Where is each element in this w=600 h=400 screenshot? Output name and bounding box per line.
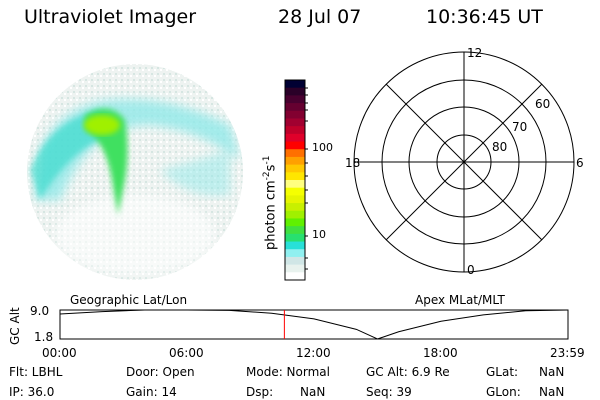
instrument-title: Ultraviolet Imager xyxy=(24,6,197,28)
xtick-label: 23:59 xyxy=(550,346,585,360)
glat-label: GLat: xyxy=(486,365,519,379)
glon-value: NaN xyxy=(539,385,565,399)
ytick-label: 1.8 xyxy=(34,330,54,344)
colorbar-frame xyxy=(284,79,306,281)
chart-title-right: Apex MLat/MLT xyxy=(415,293,505,307)
colorbar-band xyxy=(285,141,305,150)
door-status: Door: Open xyxy=(126,365,195,379)
colorbar-band xyxy=(285,149,305,158)
colorbar-band xyxy=(285,218,305,227)
colorbar-label-exp2: -1 xyxy=(262,155,272,165)
seq-status: Seq: 39 xyxy=(366,385,412,399)
colorbar-label-text: photon cm xyxy=(263,180,279,250)
colorbar-band xyxy=(285,249,305,258)
colorbar-band xyxy=(285,226,305,235)
mlt-label-6: 6 xyxy=(576,156,584,170)
colorbar-tick-10: 10 xyxy=(312,228,326,241)
colorbar-band xyxy=(285,195,305,204)
colorbar-band xyxy=(285,87,305,96)
colorbar-band xyxy=(285,95,305,104)
colorbar-band xyxy=(285,126,305,135)
colorbar-band xyxy=(285,210,305,219)
gc-alt-status: GC Alt: 6.9 Re xyxy=(366,365,450,379)
colorbar-band xyxy=(285,172,305,181)
lat-label-60: 60 xyxy=(535,97,551,111)
mlt-label-18: 18 xyxy=(345,156,361,170)
colorbar-label-exp1: -2 xyxy=(262,171,272,181)
colorbar-band xyxy=(285,203,305,212)
colorbar-band xyxy=(285,103,305,112)
lat-label-70: 70 xyxy=(512,120,528,134)
colorbar-band xyxy=(285,233,305,243)
mlt-label-12: 12 xyxy=(467,46,483,60)
colorbar-band xyxy=(285,118,305,127)
date-label: 28 Jul 07 xyxy=(278,6,362,28)
mode-status: Mode: Normal xyxy=(246,365,330,379)
altitude-line xyxy=(59,309,569,340)
colorbar-band xyxy=(285,241,305,250)
colorbar-band xyxy=(285,133,305,143)
lat-label-80: 80 xyxy=(492,140,508,154)
time-label: 10:36:45 UT xyxy=(426,6,543,28)
colorbar-label: photon cm-2s-1 xyxy=(262,156,278,250)
colorbar-band xyxy=(285,80,305,89)
chart-frame xyxy=(59,309,569,340)
colorbar-band xyxy=(285,156,305,166)
xtick-label: 12:00 xyxy=(296,346,331,360)
xtick-label: 18:00 xyxy=(423,346,458,360)
colorbar-label-s: s xyxy=(263,164,279,172)
colorbar-band xyxy=(285,187,305,196)
colorbar-band xyxy=(285,272,305,281)
glon-label: GLon: xyxy=(486,385,521,399)
filter-status: Flt: LBHL xyxy=(9,365,63,379)
glat-value: NaN xyxy=(539,365,565,379)
colorbar-tick-100: 100 xyxy=(312,141,333,154)
colorbar-band xyxy=(285,164,305,173)
dsp-label: Dsp: xyxy=(246,385,274,399)
mlt-label-0: 0 xyxy=(467,263,475,277)
colorbar-band xyxy=(285,264,305,273)
xtick-label: 06:00 xyxy=(169,346,204,360)
gain-status: Gain: 14 xyxy=(126,385,177,399)
chart-title-left: Geographic Lat/Lon xyxy=(70,293,188,307)
colorbar-band xyxy=(285,256,305,266)
colorbar-band xyxy=(285,110,305,119)
colorbar-band xyxy=(285,180,305,189)
dsp-value: NaN xyxy=(300,385,326,399)
chart-ylabel: GC Alt xyxy=(8,307,22,345)
ip-status: IP: 36.0 xyxy=(9,385,55,399)
xtick-label: 00:00 xyxy=(42,346,77,360)
ytick-label: 9.0 xyxy=(30,304,50,318)
